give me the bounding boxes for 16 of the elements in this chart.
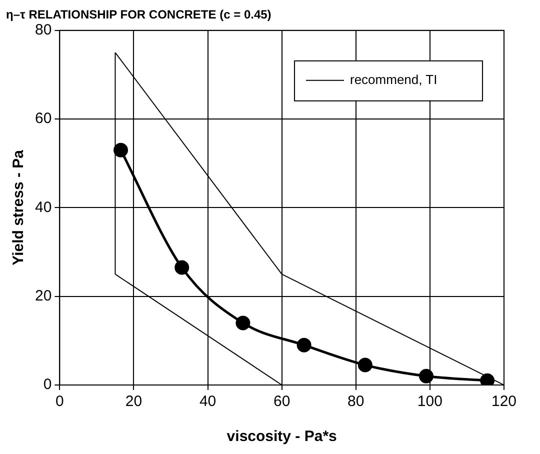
y-tick-label: 60 xyxy=(34,110,52,128)
x-tick-label: 80 xyxy=(348,393,364,410)
y-tick-label: 80 xyxy=(34,22,52,39)
x-tick-label: 20 xyxy=(125,393,142,410)
x-tick-label: 0 xyxy=(56,393,64,410)
chart-title: η–τ RELATIONSHIP FOR CONCRETE (c = 0.45) xyxy=(6,8,272,22)
x-tick-label: 120 xyxy=(491,393,517,410)
y-tick-label: 40 xyxy=(34,198,52,216)
y-tick-label: 0 xyxy=(43,376,52,394)
x-axis-title: viscosity - Pa*s xyxy=(226,428,337,446)
y-tick-label: 20 xyxy=(34,287,52,304)
x-tick-label: 60 xyxy=(274,393,290,410)
y-axis-title: Yield stress - Pa xyxy=(10,149,28,266)
x-tick-label: 100 xyxy=(417,393,442,410)
legend-label: recommend, TI xyxy=(350,72,438,87)
x-tick-label: 40 xyxy=(199,393,216,410)
